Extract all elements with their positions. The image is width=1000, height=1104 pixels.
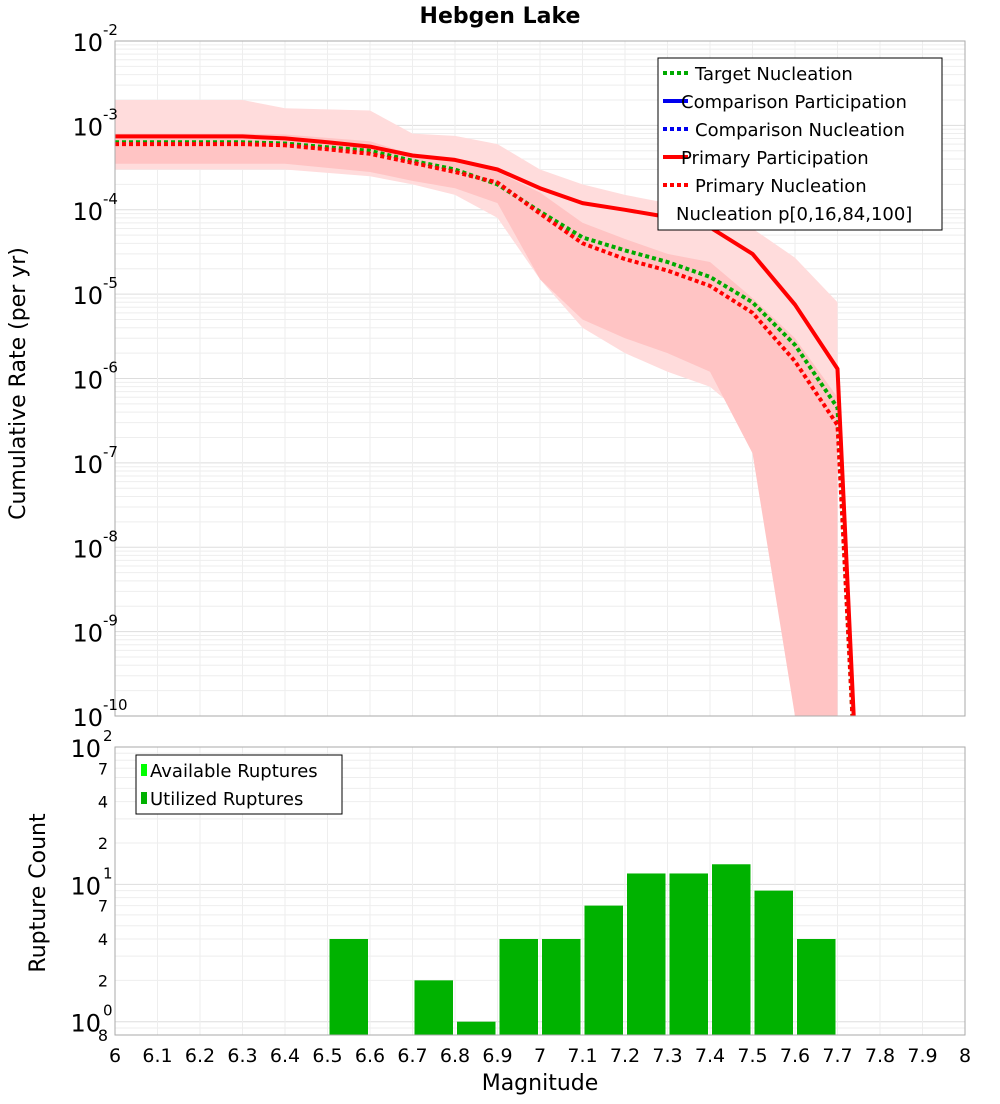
x-tick-label: 7 <box>534 1045 546 1067</box>
y-tick-base: 10 <box>70 1010 101 1038</box>
top-y-tick-label: 10 -6 <box>72 359 118 395</box>
x-tick-label: 7.5 <box>737 1045 767 1067</box>
rupture-bar <box>584 905 623 1035</box>
y-tick-base: 10 <box>72 113 103 141</box>
x-tick-label: 7.7 <box>822 1045 852 1067</box>
bottom-y-power-label: 10 1 <box>70 864 112 900</box>
rupture-bar <box>754 890 793 1035</box>
chart-title: Hebgen Lake <box>420 4 581 29</box>
bottom-y-minor-tick: 7 <box>98 897 108 916</box>
legend-label: Primary Participation <box>681 148 869 169</box>
x-tick-label: 7.3 <box>652 1045 682 1067</box>
x-axis-label: Magnitude <box>482 1071 599 1096</box>
bottom-legend-box <box>135 754 343 815</box>
top-y-tick-label: 10 -3 <box>72 105 118 141</box>
y-tick-exponent: -8 <box>103 527 118 545</box>
top-y-tick-label: 10 -5 <box>72 274 118 310</box>
y-axis-label-bottom: Rupture Count <box>26 813 51 973</box>
legend-label: Nucleation p[0,16,84,100] <box>676 204 912 225</box>
y-tick-base: 10 <box>72 282 103 310</box>
rupture-bar <box>797 939 836 1035</box>
legend-swatch-available-ruptures <box>141 764 147 776</box>
top-y-tick-label: 10 -7 <box>72 443 118 479</box>
rupture-bar <box>499 939 538 1035</box>
legend-label: Comparison Participation <box>681 92 907 113</box>
x-tick-label: 7.8 <box>865 1045 895 1067</box>
top-y-tick-label: 10 -10 <box>72 696 127 732</box>
series-line-primary-nucleation <box>115 142 855 717</box>
x-tick-label: 6.1 <box>142 1045 172 1067</box>
y-tick-exponent: 1 <box>103 864 113 882</box>
y-tick-exponent: -9 <box>103 612 118 630</box>
x-tick-label: 7.9 <box>907 1045 937 1067</box>
x-tick-label: 6.3 <box>227 1045 257 1067</box>
y-tick-exponent: -4 <box>103 190 118 208</box>
y-tick-base: 10 <box>72 620 103 648</box>
x-tick-label: 7.6 <box>780 1045 810 1067</box>
x-tick-label: 7.2 <box>610 1045 640 1067</box>
x-tick-label: 6.2 <box>185 1045 215 1067</box>
y-tick-base: 10 <box>72 29 103 57</box>
x-tick-label: 8 <box>959 1045 971 1067</box>
rupture-bar <box>712 864 751 1035</box>
y-tick-base: 10 <box>72 451 103 479</box>
y-tick-exponent: -2 <box>103 21 118 39</box>
top-y-tick-label: 10 -4 <box>72 190 118 226</box>
y-tick-base: 10 <box>72 704 103 732</box>
rupture-bar <box>457 1021 496 1035</box>
legend-label: Primary Nucleation <box>695 176 867 197</box>
rupture-bar <box>627 873 666 1035</box>
bottom-plot-frame <box>114 746 966 1036</box>
x-tick-label: 6.9 <box>482 1045 512 1067</box>
y-tick-exponent: 0 <box>103 1002 113 1020</box>
legend-label: Target Nucleation <box>694 64 853 85</box>
y-tick-exponent: -10 <box>103 696 128 714</box>
y-tick-base: 10 <box>72 367 103 395</box>
y-tick-exponent: -6 <box>103 359 118 377</box>
y-tick-exponent: -3 <box>103 105 118 123</box>
rupture-bar <box>329 939 368 1035</box>
x-tick-label: 6 <box>109 1045 121 1067</box>
bottom-y-minor-tick: 4 <box>98 793 108 812</box>
top-y-tick-label: 10 -8 <box>72 527 118 563</box>
x-tick-label: 6.5 <box>312 1045 342 1067</box>
legend-label: Available Ruptures <box>150 761 318 782</box>
y-tick-exponent: -7 <box>103 443 118 461</box>
y-tick-exponent: 2 <box>103 727 113 745</box>
y-axis-label-top: Cumulative Rate (per yr) <box>6 247 31 520</box>
rupture-bar <box>669 873 708 1035</box>
top-y-tick-label: 10 -2 <box>72 21 118 57</box>
x-tick-label: 6.7 <box>397 1045 427 1067</box>
bottom-y-minor-tick: 8 <box>98 1026 108 1045</box>
x-tick-label: 7.4 <box>695 1045 725 1067</box>
x-tick-label: 6.8 <box>440 1045 470 1067</box>
y-tick-base: 10 <box>72 198 103 226</box>
rupture-bar <box>414 980 453 1035</box>
x-tick-label: 6.6 <box>355 1045 385 1067</box>
y-tick-base: 10 <box>70 735 101 763</box>
legend-label: Utilized Ruptures <box>150 789 303 810</box>
top-plot-frame <box>114 40 966 717</box>
bottom-y-minor-tick: 2 <box>98 971 108 990</box>
rupture-bar <box>542 939 581 1035</box>
x-tick-label: 6.4 <box>270 1045 300 1067</box>
bottom-y-minor-tick: 7 <box>98 759 108 778</box>
legend-swatch-utilized-ruptures <box>141 792 147 804</box>
percentile-band-p16-p84 <box>115 133 838 717</box>
top-y-tick-label: 10 -9 <box>72 612 118 648</box>
y-tick-base: 10 <box>70 872 101 900</box>
y-tick-exponent: -5 <box>103 274 118 292</box>
y-tick-base: 10 <box>72 535 103 563</box>
legend-label: Comparison Nucleation <box>695 120 905 141</box>
bottom-y-power-label: 10 2 <box>70 727 112 763</box>
top-legend-box <box>657 57 943 231</box>
bottom-y-minor-tick: 2 <box>98 834 108 853</box>
x-tick-label: 7.1 <box>567 1045 597 1067</box>
bottom-y-power-label: 10 0 <box>70 1002 112 1038</box>
bottom-y-minor-tick: 4 <box>98 930 108 949</box>
series-line-primary-participation <box>115 134 856 717</box>
